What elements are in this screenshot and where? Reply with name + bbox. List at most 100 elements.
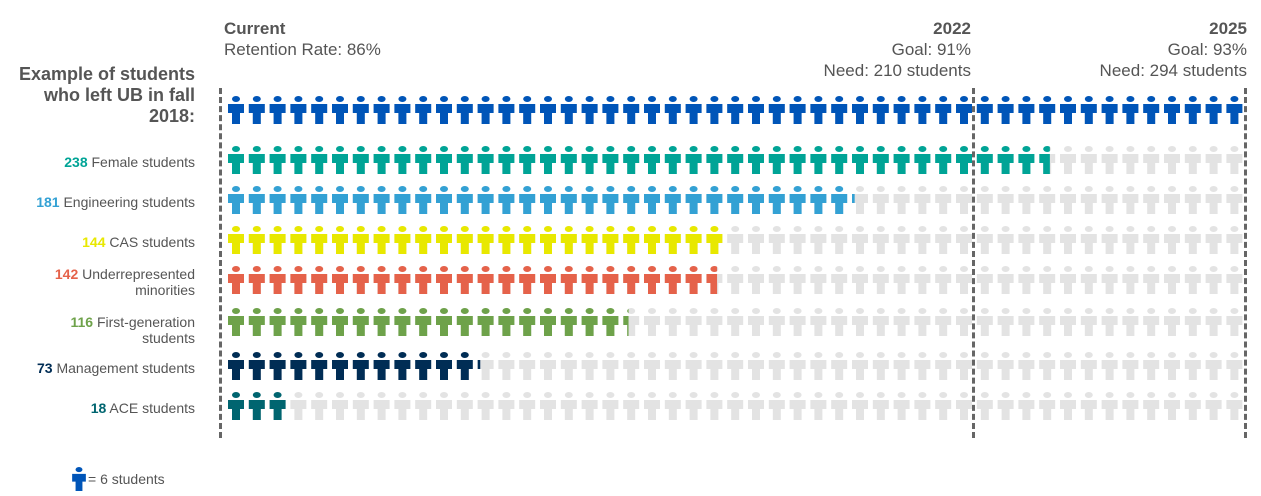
row-6-empty-icon [664, 392, 681, 420]
row-0-empty-icon [1060, 146, 1076, 174]
legend-text: = 6 students [88, 471, 165, 487]
row-6-empty-icon [290, 392, 307, 420]
row-5-empty-icon [602, 352, 619, 380]
row-4-person-icon [311, 308, 328, 336]
goal-2025-title: 2025 [1209, 19, 1247, 38]
row-4-person-icon [581, 308, 598, 336]
row-0-person-icon [935, 146, 952, 174]
row-1-empty-icon [1122, 186, 1139, 214]
row-4-empty-icon [768, 308, 785, 336]
reference-person-icon [394, 96, 411, 124]
row-1-empty-icon [893, 186, 910, 214]
row-6-empty-icon [456, 392, 473, 420]
reference-person-icon [269, 96, 286, 124]
row-2-empty-icon [1122, 226, 1139, 254]
row-0-person-icon [768, 146, 785, 174]
row-4-person-icon [228, 308, 244, 336]
row-6-empty-icon [352, 392, 369, 420]
reference-person-icon [914, 96, 931, 124]
row-0-person-icon [332, 146, 348, 174]
reference-person-icon [872, 96, 889, 124]
row-2-person-icon [706, 226, 723, 254]
row-2-person-icon [623, 226, 640, 254]
row-4-empty-icon [1205, 308, 1222, 336]
row-3-empty-icon [810, 266, 827, 294]
row-3-empty-icon [831, 266, 848, 294]
row-6-empty-icon [623, 392, 640, 420]
row-4-empty-icon [997, 308, 1014, 336]
row-6-empty-icon [1080, 392, 1097, 420]
row-2-empty-icon [893, 226, 910, 254]
row-0-person-icon [893, 146, 910, 174]
row-2-empty-icon [1060, 226, 1076, 254]
row-5-empty-icon [727, 352, 744, 380]
row-4-empty-icon [872, 308, 889, 336]
current-header: Current Retention Rate: 86% [224, 18, 381, 60]
row-4-empty-icon [1101, 308, 1118, 336]
row-0-empty-icon [1143, 146, 1160, 174]
row-1-person-icon [852, 194, 855, 203]
row-5-person-icon [248, 352, 265, 380]
reference-person-icon [228, 96, 244, 124]
row-0-person-icon [872, 146, 889, 174]
row-2-empty-icon [748, 226, 764, 254]
row-1-person-icon [810, 186, 827, 214]
row-3-empty-icon [1143, 266, 1160, 294]
row-4-empty-icon [1184, 308, 1201, 336]
row-4-empty-icon [727, 308, 744, 336]
row-0-person-icon [436, 146, 452, 174]
row-5-empty-icon [748, 352, 764, 380]
row-0-empty-icon [1080, 146, 1097, 174]
row-5-empty-icon [1226, 352, 1243, 380]
row-1-person-icon [394, 186, 411, 214]
row-1-empty-icon [1143, 186, 1160, 214]
reference-person-icon [664, 96, 681, 124]
row-4-empty-icon [789, 308, 806, 336]
row-3-person-icon [394, 266, 411, 294]
row-3-empty-icon [1080, 266, 1097, 294]
row-0-person-icon [540, 146, 556, 174]
row-label: 18 ACE students [0, 400, 195, 416]
row-count: 181 [36, 194, 60, 210]
row-0-person-icon [560, 146, 577, 174]
row-3-person-icon [498, 266, 515, 294]
reference-person-icon [852, 96, 868, 124]
row-5-person-icon [228, 352, 244, 380]
row-4-empty-icon [1039, 308, 1056, 336]
row-6-empty-icon [373, 392, 390, 420]
row-0-person-icon [290, 146, 307, 174]
row-4-empty-icon [1060, 308, 1076, 336]
row-0-empty-icon [1184, 146, 1201, 174]
reference-person-icon [1143, 96, 1160, 124]
row-name: Underrepresented minorities [82, 266, 195, 298]
row-5-person-icon [332, 352, 348, 380]
row-6-person-icon [228, 392, 244, 420]
side-title: Example of students who left UB in fall … [18, 64, 195, 126]
row-3-empty-icon [1039, 266, 1056, 294]
row-3-empty-icon [727, 266, 744, 294]
row-6-empty-icon [768, 392, 785, 420]
row-4-empty-icon [956, 308, 972, 336]
reference-person-icon [1018, 96, 1035, 124]
row-3-person-icon [290, 266, 307, 294]
row-0-person-icon [644, 146, 660, 174]
row-count: 116 [70, 314, 94, 330]
reference-person-icon [997, 96, 1014, 124]
goal-2022-header: 2022 Goal: 91% Need: 210 students [824, 18, 971, 81]
row-5-empty-icon [1143, 352, 1160, 380]
row-2-person-icon [519, 226, 536, 254]
row-4-empty-icon [685, 308, 702, 336]
row-6-empty-icon [831, 392, 848, 420]
row-4-person-icon [623, 308, 629, 336]
reference-person-icon [976, 96, 993, 124]
row-2-person-icon [644, 226, 660, 254]
row-1-person-icon [477, 186, 494, 214]
reference-person-icon [893, 96, 910, 124]
row-5-empty-icon [914, 352, 931, 380]
row-1-empty-icon [976, 186, 993, 214]
row-3-person-icon [602, 266, 619, 294]
row-2-person-icon [311, 226, 328, 254]
row-5-empty-icon [852, 352, 868, 380]
row-6-empty-icon [560, 392, 577, 420]
